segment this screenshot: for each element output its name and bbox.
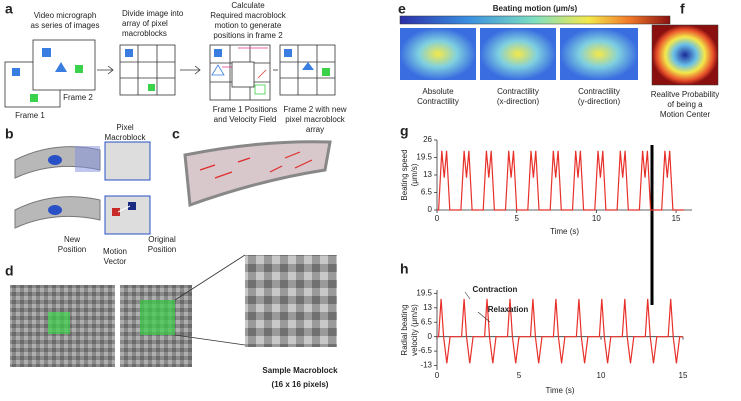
b-label: Position bbox=[148, 245, 176, 254]
y-tick-label: 13 bbox=[423, 170, 432, 179]
y-axis-label: velocity (μm/s) bbox=[410, 304, 419, 356]
b-label: Motion bbox=[103, 247, 127, 256]
y-tick-label: 6.5 bbox=[421, 317, 433, 326]
frame-label: Frame 1 bbox=[15, 111, 45, 120]
annotation: Relaxation bbox=[488, 305, 529, 314]
x-tick-label: 15 bbox=[679, 371, 688, 380]
annotation-pointer bbox=[464, 291, 471, 300]
annotation: Contraction bbox=[473, 285, 518, 294]
b-label: Position bbox=[58, 245, 86, 254]
x-tick-label: 10 bbox=[592, 214, 601, 223]
macroblock-title: Sample Macroblock bbox=[262, 366, 338, 375]
frame-label: Frame 2 bbox=[63, 93, 93, 102]
panel-b-art bbox=[14, 141, 151, 235]
map-label: Contractility bbox=[497, 87, 539, 96]
y-tick-label: 0 bbox=[428, 205, 433, 214]
colorbar-title: Beating motion (μm/s) bbox=[493, 4, 578, 13]
map-label: (x-direction) bbox=[497, 97, 540, 106]
panel-letter: a bbox=[5, 1, 13, 17]
y-tick-label: 19.5 bbox=[416, 288, 432, 297]
step-text: array of pixel bbox=[122, 19, 168, 28]
b-label: Macroblock bbox=[105, 133, 147, 142]
panel-letter: e bbox=[398, 1, 406, 17]
panel-c-art bbox=[183, 140, 332, 208]
step-text: array bbox=[306, 125, 324, 134]
panel-letter: d bbox=[5, 263, 14, 279]
y-axis-label: Beating speed bbox=[400, 149, 409, 200]
step-text: motion to generate bbox=[215, 21, 282, 30]
panel-letter: h bbox=[400, 261, 409, 277]
step-text: Calculate bbox=[231, 1, 265, 10]
map-label: Absolute bbox=[422, 87, 454, 96]
y-axis-label: Radial beating bbox=[400, 304, 409, 355]
map-label: Motion Center bbox=[660, 110, 711, 119]
panel-d-art bbox=[10, 254, 337, 367]
annotation-pointer bbox=[477, 311, 491, 323]
panel-letter: g bbox=[400, 123, 409, 139]
x-axis-label: Time (s) bbox=[550, 227, 579, 236]
panel-a-art bbox=[4, 39, 336, 108]
y-tick-label: -13 bbox=[420, 361, 432, 370]
y-tick-label: 6.5 bbox=[421, 188, 433, 197]
x-tick-label: 0 bbox=[435, 214, 440, 223]
map-label: Contractility bbox=[417, 97, 459, 106]
step-text: Frame 2 with new bbox=[283, 105, 346, 114]
x-tick-label: 0 bbox=[435, 371, 440, 380]
step-text: Divide image into bbox=[122, 9, 184, 18]
x-tick-label: 10 bbox=[597, 371, 606, 380]
step-text: as series of images bbox=[31, 21, 100, 30]
b-label: Vector bbox=[104, 257, 127, 266]
macroblock-subtitle: (16 x 16 pixels) bbox=[272, 380, 329, 389]
step-text: and Velocity Field bbox=[214, 115, 277, 124]
y-tick-label: 13 bbox=[423, 303, 432, 312]
panel-letter: c bbox=[172, 126, 180, 142]
map-label: Realitve Probability bbox=[651, 90, 719, 99]
y-tick-label: 0 bbox=[428, 332, 433, 341]
y-tick-label: 26 bbox=[423, 135, 432, 144]
y-tick-label: 19.5 bbox=[416, 153, 432, 162]
b-label: Original bbox=[148, 235, 176, 244]
step-text: Video micrograph bbox=[34, 11, 97, 20]
panel-letter: f bbox=[680, 1, 685, 17]
step-text: positions in frame 2 bbox=[213, 31, 283, 40]
x-tick-label: 5 bbox=[514, 214, 519, 223]
step-text: pixel macroblock bbox=[285, 115, 346, 124]
x-tick-label: 15 bbox=[672, 214, 681, 223]
x-tick-label: 5 bbox=[517, 371, 522, 380]
map-label: of being a bbox=[667, 100, 703, 109]
step-text: Frame 1 Positions bbox=[213, 105, 277, 114]
map-label: (y-direction) bbox=[578, 97, 621, 106]
x-axis-label: Time (s) bbox=[545, 386, 574, 395]
data-line bbox=[437, 298, 683, 364]
panel-e-art bbox=[399, 15, 719, 86]
data-line bbox=[437, 150, 684, 211]
step-text: Required macroblock bbox=[210, 11, 287, 20]
y-tick-label: -6.5 bbox=[418, 346, 432, 355]
step-text: macroblocks bbox=[122, 29, 167, 38]
b-label: Pixel bbox=[116, 123, 134, 132]
b-label: New bbox=[64, 235, 80, 244]
map-label: Contractility bbox=[578, 87, 620, 96]
panel-letter: b bbox=[5, 126, 14, 142]
y-axis-label: (μm/s) bbox=[410, 163, 419, 186]
